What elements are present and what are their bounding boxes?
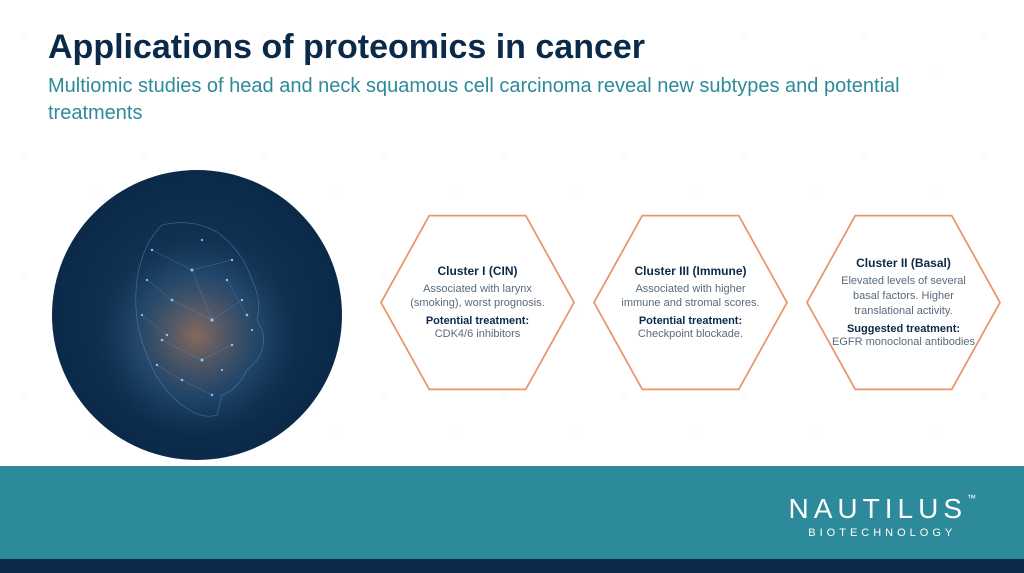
hex-title: Cluster I (CIN): [437, 264, 517, 278]
footer: NAUTILUS™ BIOTECHNOLOGY: [0, 466, 1024, 573]
hex-title: Cluster II (Basal): [856, 256, 951, 270]
hex-content: Cluster III (Immune) Associated with hig…: [595, 207, 786, 398]
logo-name: NAUTILUS™: [789, 493, 976, 525]
hex-treatment-label: Potential treatment:: [426, 315, 529, 327]
hex-treatment-label: Potential treatment:: [639, 315, 742, 327]
footer-band-navy: [0, 559, 1024, 573]
hex-cluster-2: Cluster II (Basal) Elevated levels of se…: [806, 205, 1001, 400]
logo-subtitle: BIOTECHNOLOGY: [789, 527, 976, 539]
cluster-hexagons: Cluster I (CIN) Associated with larynx (…: [380, 205, 1004, 400]
page-subtitle: Multiomic studies of head and neck squam…: [48, 73, 976, 127]
hex-content: Cluster I (CIN) Associated with larynx (…: [382, 207, 573, 398]
hex-cluster-3: Cluster III (Immune) Associated with hig…: [593, 205, 788, 400]
hex-description: Associated with higher immune and stroma…: [617, 282, 764, 312]
head-illustration: [52, 170, 342, 460]
logo-tm: ™: [967, 493, 976, 503]
hex-title: Cluster III (Immune): [634, 264, 746, 278]
hex-description: Elevated levels of several basal factors…: [830, 274, 977, 319]
hex-cluster-1: Cluster I (CIN) Associated with larynx (…: [380, 205, 575, 400]
hex-treatment-label: Suggested treatment:: [847, 323, 960, 335]
hex-treatment: EGFR monoclonal antibodies: [832, 335, 975, 349]
hex-treatment: CDK4/6 inhibitors: [435, 327, 521, 341]
hex-treatment: Checkpoint blockade.: [638, 327, 743, 341]
head-network-icon: [52, 170, 342, 460]
logo-name-text: NAUTILUS: [789, 493, 967, 524]
page-title: Applications of proteomics in cancer: [48, 28, 976, 67]
hex-description: Associated with larynx (smoking), worst …: [404, 282, 551, 312]
brand-logo: NAUTILUS™ BIOTECHNOLOGY: [789, 493, 976, 539]
hex-content: Cluster II (Basal) Elevated levels of se…: [808, 207, 999, 398]
header: Applications of proteomics in cancer Mul…: [48, 28, 976, 127]
